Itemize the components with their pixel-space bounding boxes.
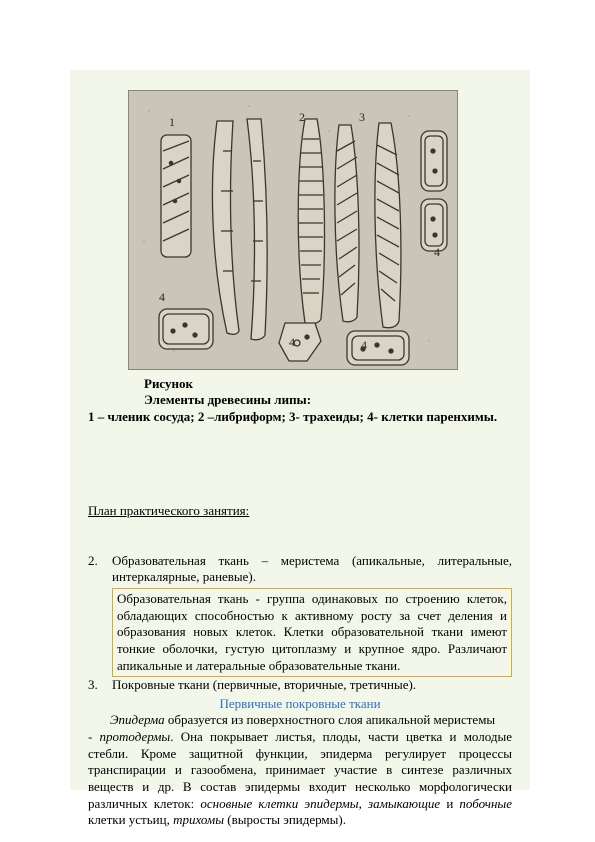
item-2-lead: Образовательная ткань – меристема (апика… xyxy=(112,553,512,586)
list-item-3: 3. Покровные ткани (первичные, вторичные… xyxy=(88,677,512,694)
term-pobochnye: побочные xyxy=(459,796,512,811)
term-zamykayushchie: замыкающие xyxy=(368,796,440,811)
item-3-lead: Покровные ткани (первичные, вторичные, т… xyxy=(112,677,512,694)
caption-line-2: Элементы древесины липы: xyxy=(144,392,512,408)
list-item-2: 2. Образовательная ткань – меристема (ап… xyxy=(88,553,512,677)
term-osnovnye-kletki: основные клетки эпидермы xyxy=(200,796,358,811)
caption-line-1: Рисунок xyxy=(144,376,512,392)
term-epiderma: Эпидерма xyxy=(110,712,165,727)
document-page: 1 2 3 4 4 4 4 Рисунок Элементы древесины липы:… xyxy=(70,70,530,790)
item-3-subheading: Первичные покровные ткани xyxy=(88,696,512,713)
figure-label: 4 xyxy=(361,338,367,352)
caption-line-3: 1 – членик сосуда; 2 –либриформ; 3- трах… xyxy=(88,409,512,425)
figure-label: 2 xyxy=(299,110,305,124)
figure-label: 4 xyxy=(434,245,440,259)
term-trihomy: трихомы xyxy=(173,812,224,827)
item-number: 3. xyxy=(88,677,112,694)
item-3-para-2: - протодермы. Она покрывает листья, плод… xyxy=(88,729,512,829)
plan-heading: План практического занятия: xyxy=(88,503,512,519)
term-protoderma: протодермы xyxy=(100,729,171,744)
plan-items: 2. Образовательная ткань – меристема (ап… xyxy=(88,553,512,829)
item-number: 2. xyxy=(88,553,112,570)
figure-label: 1 xyxy=(169,115,175,129)
figure-illustration: 1 2 3 4 4 4 4 xyxy=(128,90,458,370)
figure-caption: Рисунок Элементы древесины липы: 1 – чле… xyxy=(88,376,512,425)
figure-label: 4 xyxy=(159,290,165,304)
figure-label: 4 xyxy=(289,335,295,349)
item-2-definition-box: Образовательная ткань - группа одинаковы… xyxy=(112,588,512,677)
item-3-para-1: Эпидерма образуется из поверхностного сл… xyxy=(88,712,512,729)
figure-label: 3 xyxy=(359,110,365,124)
